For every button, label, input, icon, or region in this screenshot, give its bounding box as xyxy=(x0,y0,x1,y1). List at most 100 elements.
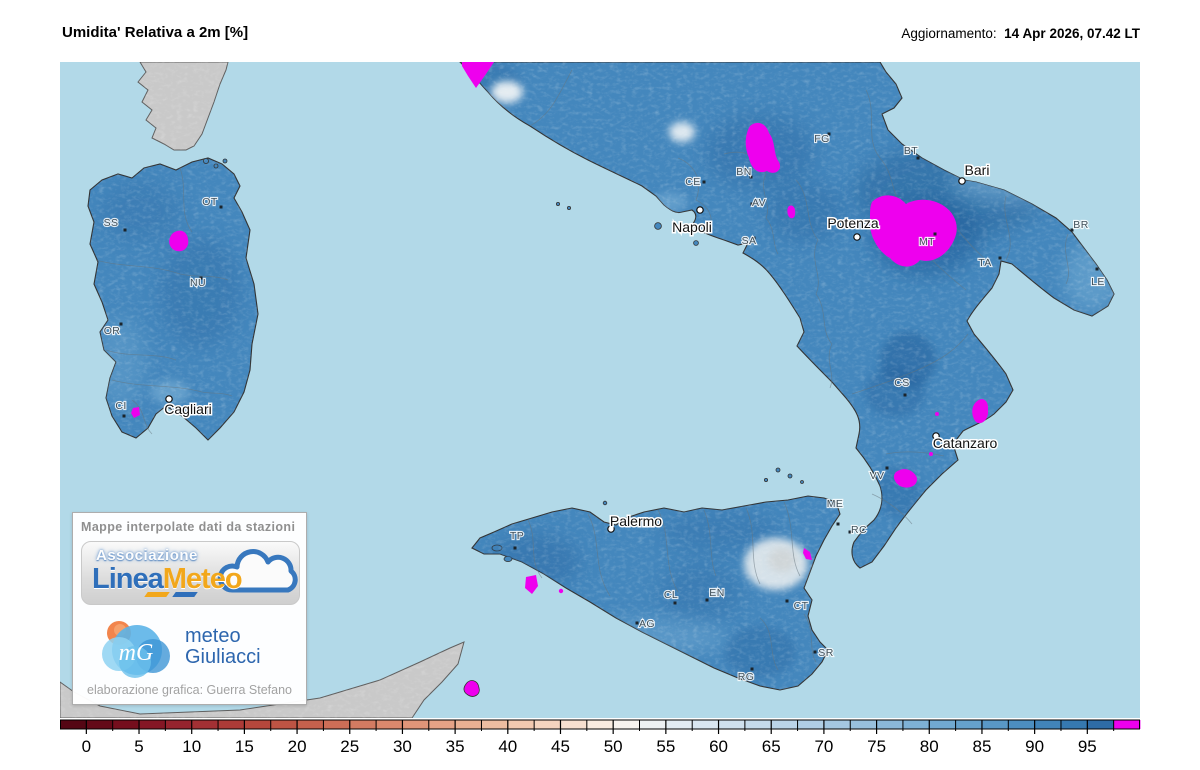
province-ag: AG xyxy=(635,617,656,631)
colorbar-segment xyxy=(534,720,561,729)
colorbar-tick-label: 35 xyxy=(446,737,465,756)
province-label: CE xyxy=(685,176,700,188)
mg-monogram: mG xyxy=(119,640,154,666)
province-label: AV xyxy=(752,197,766,209)
colorbar-segment xyxy=(507,720,535,729)
province-en: EN xyxy=(705,586,725,602)
city-napoli: Napoli xyxy=(671,206,713,237)
province-marker xyxy=(752,236,756,240)
city-marker xyxy=(607,525,615,533)
city-catanzaro: Catanzaro xyxy=(931,432,999,453)
colorbar-segment xyxy=(823,720,851,729)
province-marker xyxy=(885,466,889,470)
colorbar-segment xyxy=(297,720,324,729)
colorbar-segment xyxy=(191,720,219,729)
province-label: EN xyxy=(709,587,724,599)
province-label: AG xyxy=(639,618,655,630)
map-labels: SS OT NU OR CI FG BT BR TA LE CE BN AV SA MT CS VV ME RC TP… xyxy=(102,132,1106,684)
province-tp: TP xyxy=(509,529,525,550)
province-fg: FG xyxy=(813,132,831,146)
province-ct: CT xyxy=(785,599,809,613)
city-marker xyxy=(165,395,173,403)
colorbar-tick-label: 60 xyxy=(709,737,728,756)
province-marker xyxy=(1095,267,1099,271)
meteogiuliacci-logo: mG meteo Giuliacci xyxy=(99,614,298,680)
colorbar-tick-label: 55 xyxy=(656,737,675,756)
province-label: FG xyxy=(814,133,829,145)
province-label: OT xyxy=(202,196,218,208)
province-ot: OT xyxy=(201,195,223,209)
province-marker xyxy=(123,228,127,232)
legend-caption: Mappe interpolate dati da stazioni xyxy=(81,520,296,534)
colorbar-segment xyxy=(797,720,825,729)
graphics-credit: elaborazione grafica: Guerra Stefano xyxy=(87,683,292,697)
province-label: CT xyxy=(794,600,809,612)
update-value: 14 Apr 2026, 07.42 LT xyxy=(1004,26,1140,41)
city-label: Napoli xyxy=(672,219,712,235)
province-bn: BN xyxy=(735,165,753,179)
colorbar-frame xyxy=(60,719,1140,730)
colorbar-segment xyxy=(455,720,482,729)
province-label: CS xyxy=(894,377,909,389)
logo-dash-orange xyxy=(144,592,170,597)
lineameteo-association-text: Associazione xyxy=(96,547,198,564)
province-label: TP xyxy=(510,530,524,542)
province-ce: CE xyxy=(684,175,706,189)
colorbar-segment xyxy=(1060,720,1088,729)
colorbar-segment xyxy=(349,720,377,729)
colorbar-segment xyxy=(1087,720,1115,729)
cloud-icon xyxy=(217,549,298,593)
province-label: BN xyxy=(736,166,751,178)
province-label: SR xyxy=(818,647,833,659)
colorbar-segment xyxy=(613,720,640,729)
city-label: Catanzaro xyxy=(933,435,998,451)
colorbar-tick-label: 70 xyxy=(814,737,833,756)
province-ss: SS xyxy=(102,216,127,232)
province-marker xyxy=(903,393,907,397)
province-br: BR xyxy=(1070,218,1089,232)
colorbar-segment xyxy=(981,720,1009,729)
province-label: CL xyxy=(664,589,678,601)
colorbar-segment xyxy=(428,720,456,729)
humidity-colorbar: 0 5 10 15 20 25 30 35 40 45 50 55 60 65 70 75 80 85 90 95 xyxy=(60,719,1141,764)
colorbar-segment xyxy=(639,720,667,729)
province-marker xyxy=(750,667,754,671)
mg-line1: meteo xyxy=(185,625,241,647)
colorbar-segment xyxy=(218,720,245,729)
colorbar-tick-label: 30 xyxy=(393,737,412,756)
city-bari: Bari xyxy=(958,161,991,185)
mg-cloud-icon: mG xyxy=(102,621,170,678)
province-label: NU xyxy=(190,277,206,289)
province-label: MT xyxy=(919,236,935,248)
colorbar-segment xyxy=(86,720,114,729)
province-marker xyxy=(513,546,517,550)
province-label: VV xyxy=(870,470,885,482)
colorbar-tick-label: 90 xyxy=(1025,737,1044,756)
province-me: ME xyxy=(826,497,844,526)
province-sa: SA xyxy=(740,234,757,248)
province-le: LE xyxy=(1090,267,1106,289)
province-label: SS xyxy=(104,217,119,229)
province-marker xyxy=(219,205,223,209)
colorbar-segment xyxy=(376,720,403,729)
province-marker xyxy=(673,601,677,605)
province-cl: CL xyxy=(663,588,679,605)
city-potenza: Potenza xyxy=(826,214,880,241)
colorbar-tick-label: 45 xyxy=(551,737,570,756)
province-sr: SR xyxy=(813,646,834,660)
colorbar-segment xyxy=(955,720,983,729)
province-label: RG xyxy=(738,671,755,683)
colorbar-segment xyxy=(112,720,140,729)
colorbar-tick-label: 10 xyxy=(182,737,201,756)
saturated-areas xyxy=(131,62,989,697)
colorbar-segment xyxy=(876,720,904,729)
colorbar-tick-label: 50 xyxy=(604,737,623,756)
colorbar-segment xyxy=(1034,720,1062,729)
province-marker xyxy=(119,322,123,326)
province-label: CI xyxy=(115,400,126,412)
province-label: OR xyxy=(104,325,121,337)
province-av: AV xyxy=(750,196,767,210)
province-mt: MT xyxy=(918,232,937,249)
colorbar-segment xyxy=(402,720,430,729)
colorbar-segment xyxy=(744,720,772,729)
